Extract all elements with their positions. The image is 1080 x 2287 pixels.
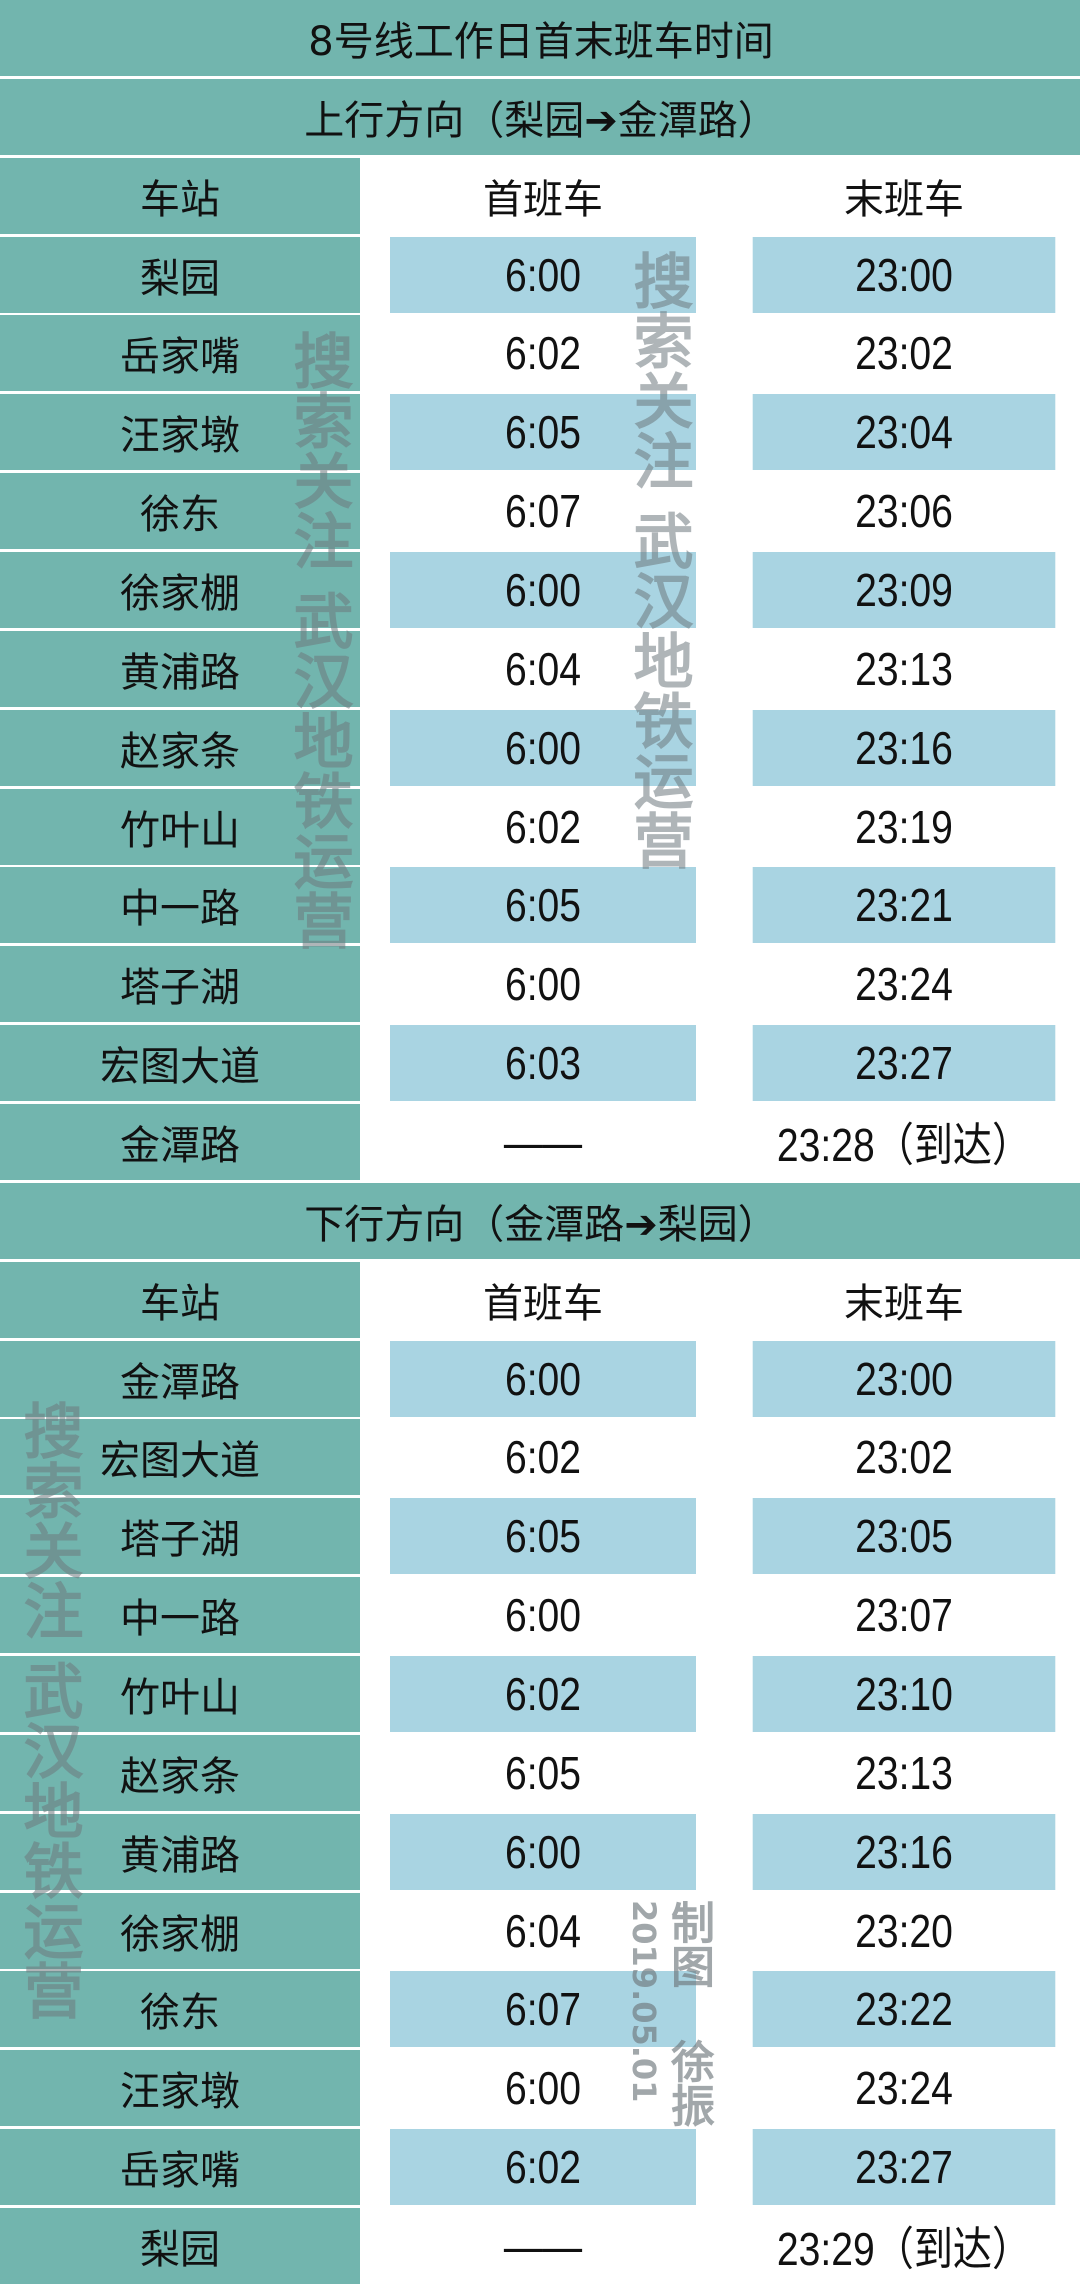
column-header-last: 末班车 — [726, 1261, 1080, 1338]
first-train-time: 6:02 — [390, 788, 696, 865]
station-name: 宏图大道 — [0, 1025, 360, 1102]
last-train-time: 23:13 — [752, 1734, 1056, 1811]
first-train-time: 6:03 — [390, 1025, 696, 1102]
station-name: 徐东 — [0, 1971, 360, 2048]
first-train-time: 6:00 — [390, 709, 696, 786]
station-name: 徐家棚 — [0, 1892, 360, 1969]
last-train-time: 23:20 — [752, 1892, 1056, 1969]
first-train-time: —— — [390, 1104, 696, 1181]
last-train-time: 23:27 — [752, 2129, 1056, 2206]
station-name: 宏图大道 — [0, 1419, 360, 1496]
first-train-time: 6:00 — [390, 552, 696, 629]
last-train-time: 23:04 — [752, 394, 1056, 471]
station-name: 徐家棚 — [0, 552, 360, 629]
first-train-time: 6:07 — [390, 473, 696, 550]
first-train-time: 6:02 — [390, 2129, 696, 2206]
last-train-time: 23:21 — [752, 867, 1056, 944]
column-header-last: 末班车 — [726, 157, 1080, 234]
station-name: 金潭路 — [0, 1104, 360, 1181]
first-train-time: 6:00 — [390, 946, 696, 1023]
last-train-time: 23:22 — [752, 1971, 1056, 2048]
direction-header: 下行方向（金潭路➔梨园） — [0, 1182, 1080, 1259]
station-name: 中一路 — [0, 867, 360, 944]
last-train-time: 23:05 — [752, 1498, 1056, 1575]
last-train-time: 23:29（到达） — [752, 2208, 1056, 2285]
last-train-time: 23:27 — [752, 1025, 1056, 1102]
last-train-time: 23:00 — [752, 236, 1056, 313]
last-train-time: 23:19 — [752, 788, 1056, 865]
first-train-time: 6:00 — [390, 1577, 696, 1654]
station-name: 汪家墩 — [0, 2050, 360, 2127]
last-train-time: 23:06 — [752, 473, 1056, 550]
station-name: 汪家墩 — [0, 394, 360, 471]
first-train-time: 6:04 — [390, 1892, 696, 1969]
direction-header: 上行方向（梨园➔金潭路） — [0, 78, 1080, 155]
table-title: 8号线工作日首末班车时间 — [0, 0, 1080, 76]
last-train-time: 23:16 — [752, 709, 1056, 786]
station-name: 塔子湖 — [0, 946, 360, 1023]
station-name: 竹叶山 — [0, 788, 360, 865]
last-train-time: 23:16 — [752, 1813, 1056, 1890]
first-train-time: 6:00 — [390, 236, 696, 313]
first-train-time: 6:00 — [390, 2050, 696, 2127]
first-train-time: 6:07 — [390, 1971, 696, 2048]
station-name: 塔子湖 — [0, 1498, 360, 1575]
first-train-time: 6:05 — [390, 394, 696, 471]
station-name: 梨园 — [0, 2208, 360, 2285]
last-train-time: 23:24 — [752, 2050, 1056, 2127]
first-train-time: 6:00 — [390, 1340, 696, 1417]
column-header-station: 车站 — [0, 1261, 360, 1338]
last-train-time: 23:13 — [752, 630, 1056, 707]
station-name: 徐东 — [0, 473, 360, 550]
station-name: 岳家嘴 — [0, 2129, 360, 2206]
first-train-time: 6:05 — [390, 867, 696, 944]
column-header-first: 首班车 — [363, 157, 723, 234]
station-name: 赵家条 — [0, 1734, 360, 1811]
station-name: 金潭路 — [0, 1340, 360, 1417]
column-header-first: 首班车 — [363, 1261, 723, 1338]
first-train-time: 6:00 — [390, 1813, 696, 1890]
station-name: 黄浦路 — [0, 1813, 360, 1890]
last-train-time: 23:02 — [752, 315, 1056, 392]
last-train-time: 23:28（到达） — [752, 1104, 1056, 1181]
first-train-time: 6:02 — [390, 1419, 696, 1496]
column-header-station: 车站 — [0, 157, 360, 234]
first-train-time: 6:05 — [390, 1498, 696, 1575]
last-train-time: 23:00 — [752, 1340, 1056, 1417]
last-train-time: 23:09 — [752, 552, 1056, 629]
first-train-time: 6:02 — [390, 1656, 696, 1733]
station-name: 赵家条 — [0, 709, 360, 786]
station-name: 中一路 — [0, 1577, 360, 1654]
last-train-time: 23:24 — [752, 946, 1056, 1023]
last-train-time: 23:07 — [752, 1577, 1056, 1654]
first-train-time: 6:02 — [390, 315, 696, 392]
last-train-time: 23:02 — [752, 1419, 1056, 1496]
station-name: 岳家嘴 — [0, 315, 360, 392]
first-train-time: 6:04 — [390, 630, 696, 707]
station-name: 黄浦路 — [0, 630, 360, 707]
first-train-time: —— — [390, 2208, 696, 2285]
station-name: 竹叶山 — [0, 1656, 360, 1733]
station-name: 梨园 — [0, 236, 360, 313]
last-train-time: 23:10 — [752, 1656, 1056, 1733]
first-train-time: 6:05 — [390, 1734, 696, 1811]
